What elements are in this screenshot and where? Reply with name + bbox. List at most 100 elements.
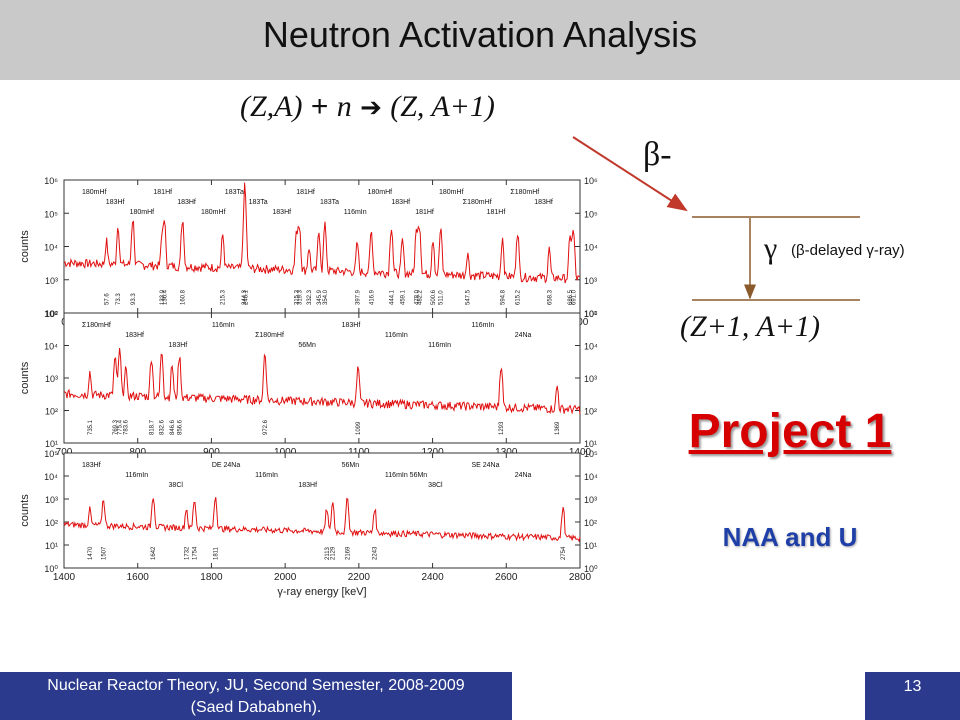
y-tick-label: 10² <box>45 518 58 528</box>
x-tick-label: 2000 <box>274 572 297 583</box>
peak-energy-label: 511.0 <box>439 290 445 305</box>
peak-energy-label: 244.3 <box>242 289 248 305</box>
isotope-label: 183Hf <box>342 322 361 329</box>
peak-energy-label: 594.8 <box>500 289 506 305</box>
peak-energy-label: 444.1 <box>389 289 395 305</box>
isotope-label: 183Hf <box>82 462 101 469</box>
peak-energy-label: 1369 <box>555 421 561 435</box>
x-tick-label: 1800 <box>200 572 223 583</box>
isotope-label: 183Hf <box>177 199 196 206</box>
peak-energy-label: 319.3 <box>297 289 303 305</box>
y-tick-label: 10³ <box>45 495 58 505</box>
isotope-label: 183Ta <box>320 199 339 206</box>
y-tick-label: 10¹ <box>45 439 58 449</box>
peak-energy-label: 972.6 <box>263 419 269 435</box>
footer-line-2: (Saed Dababneh). <box>190 699 322 716</box>
x-tick-label: 1400 <box>53 572 76 583</box>
footer-course: Nuclear Reactor Theory, JU, Second Semes… <box>0 672 512 720</box>
isotope-label: 183Ta <box>225 189 244 196</box>
y-tick-label-right: 10¹ <box>584 541 597 551</box>
peak-energy-label: 1293 <box>499 421 505 435</box>
reaction-neutron: n <box>336 90 352 123</box>
isotope-label: 180mHf <box>130 209 155 216</box>
isotope-label: 180mHf <box>439 189 464 196</box>
y-tick-label: 10⁴ <box>44 243 58 253</box>
y-tick-label-right: 10³ <box>584 495 597 505</box>
peak-energy-label: 547.5 <box>466 289 472 305</box>
spectrum-panel-2: 10¹10¹10²10²10³10³10⁴10⁴10⁵10⁵7008009001… <box>19 309 598 458</box>
product-nucleus: (Z+1, A+1) <box>680 310 820 344</box>
y-axis-label: counts <box>19 361 31 394</box>
y-tick-label: 10⁵ <box>44 209 58 219</box>
isotope-label: 180mHf <box>201 209 226 216</box>
isotope-label: 183Hf <box>534 199 553 206</box>
footer-line-1: Nuclear Reactor Theory, JU, Second Semes… <box>47 677 465 694</box>
x-tick-label: 1600 <box>127 572 150 583</box>
isotope-label: Σ180mHf <box>463 199 492 206</box>
panel-frame <box>63 179 581 314</box>
y-tick-label-right: 10² <box>584 309 597 319</box>
peak-energy-label: 416.9 <box>369 289 375 305</box>
reaction-rhs: (Z, A+1) <box>390 90 495 123</box>
x-tick-label: 2600 <box>495 572 518 583</box>
isotope-label: 116mIn <box>255 472 278 479</box>
peak-energy-label: 775.4 <box>118 419 124 435</box>
spectrum-panel-3: 10⁰ 10⁰ 10¹ 10¹ 10² 10² 10³ 10³ 10⁴ 10⁴ 10⁵ 10⁵ 1400… <box>19 449 598 598</box>
peak-energy-label: 1507 <box>101 546 107 560</box>
y-tick-label: 10⁰ <box>44 564 58 574</box>
y-tick-label: 10⁵ <box>44 309 58 319</box>
peak-energy-label: 332.3 <box>307 289 313 305</box>
spectrum-series <box>63 348 581 415</box>
peak-energy-label: 1754 <box>192 546 198 560</box>
peak-energy-label: 658.3 <box>547 289 553 305</box>
isotope-label: 38Cl <box>428 482 443 489</box>
y-tick-label: 10⁶ <box>44 176 58 186</box>
y-tick-label-right: 10³ <box>584 276 597 286</box>
isotope-label: 116mIn 56Mn <box>385 472 427 479</box>
gamma-label: γ <box>764 232 778 265</box>
peak-energy-label: 57.6 <box>104 293 110 305</box>
y-tick-label: 10⁴ <box>44 342 58 352</box>
x-tick-label: 2800 <box>569 572 592 583</box>
y-tick-label-right: 10⁵ <box>584 449 598 459</box>
isotope-label: 183Ta <box>249 199 268 206</box>
x-tick-label: 2400 <box>421 572 444 583</box>
beta-decay-arrow <box>572 136 688 212</box>
isotope-label: Σ180mHf <box>82 322 111 329</box>
peak-energy-label: 2243 <box>373 546 379 560</box>
y-tick-label: 10² <box>45 309 58 319</box>
isotope-label: 116mIn <box>344 209 367 216</box>
slide-title: Neutron Activation Analysis <box>262 14 698 55</box>
isotope-label: 183Hf <box>169 342 188 349</box>
isotope-label: 180mHf <box>368 189 393 196</box>
isotope-label: 116mIn <box>471 322 494 329</box>
peak-energy-label: 2129 <box>331 546 337 560</box>
isotope-label: Σ180mHf <box>510 189 539 196</box>
isotope-label: SE 24Na <box>471 462 499 469</box>
peak-energy-label: 136.4 <box>163 289 169 305</box>
reaction-lhs: (Z,A) <box>240 90 303 123</box>
peak-energy-label: 345.9 <box>317 289 323 305</box>
y-tick-label-right: 10⁴ <box>584 342 598 352</box>
isotope-label: 183Hf <box>272 209 291 216</box>
y-tick-label-right: 10⁴ <box>584 472 598 482</box>
project-heading: Project 1 <box>688 405 892 458</box>
peak-energy-label: 846.6 <box>170 419 176 435</box>
isotope-label: 116mIn <box>385 332 408 339</box>
y-tick-label: 10⁵ <box>44 449 58 459</box>
isotope-label: 180mHf <box>82 189 107 196</box>
y-tick-label-right: 10⁶ <box>584 176 598 186</box>
spectrum-series <box>63 182 581 284</box>
peak-energy-label: 160.8 <box>181 289 187 305</box>
reaction-plus: + <box>310 90 329 123</box>
isotope-label: 116mIn <box>428 342 451 349</box>
isotope-label: 56Mn <box>342 462 360 469</box>
product-label: (Z+1, A+1) <box>680 310 820 343</box>
peak-energy-label: 215.3 <box>221 289 227 305</box>
y-tick-label: 10³ <box>45 276 58 286</box>
arrow-right-icon: ➔ <box>360 92 382 122</box>
peak-energy-label: 500.6 <box>431 289 437 305</box>
y-tick-label-right: 10⁵ <box>584 209 598 219</box>
